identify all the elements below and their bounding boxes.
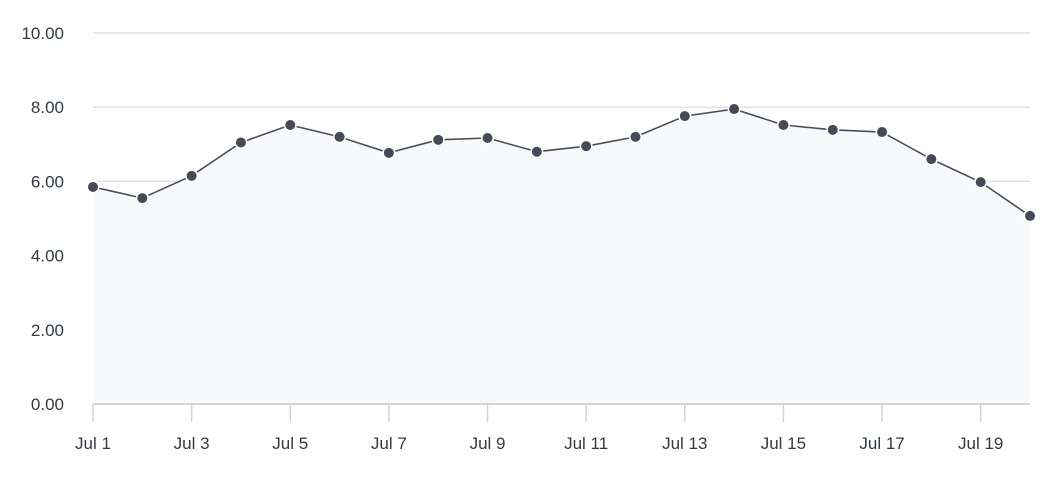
x-axis: Jul 1 Jul 3 Jul 5 Jul 7 Jul 9 Jul 11 Jul 13 Jul… (75, 404, 1003, 453)
data-point[interactable] (285, 120, 296, 131)
data-point[interactable] (235, 137, 246, 148)
x-tick-label: Jul 3 (174, 434, 210, 453)
y-tick-label: 8.00 (31, 98, 64, 117)
y-tick-label: 2.00 (31, 321, 64, 340)
data-line (92, 108, 1031, 217)
data-point[interactable] (137, 193, 148, 204)
data-point[interactable] (482, 132, 493, 143)
data-point[interactable] (729, 104, 740, 115)
area-fill (93, 109, 1030, 405)
data-point[interactable] (334, 131, 345, 142)
data-point[interactable] (433, 134, 444, 145)
y-axis: 0.00 2.00 4.00 6.00 8.00 10.00 (21, 24, 64, 414)
x-tick-label: Jul 13 (662, 434, 707, 453)
data-point[interactable] (827, 124, 838, 135)
y-tick-label: 0.00 (31, 395, 64, 414)
data-point[interactable] (383, 147, 394, 158)
data-point[interactable] (926, 154, 937, 165)
data-point[interactable] (778, 120, 789, 131)
data-point[interactable] (88, 181, 98, 192)
data-point[interactable] (531, 146, 542, 157)
x-tick-label: Jul 9 (470, 434, 506, 453)
x-tick-label: Jul 17 (859, 434, 904, 453)
data-markers (86, 102, 1037, 223)
data-point[interactable] (1025, 210, 1035, 221)
x-tick-label: Jul 15 (761, 434, 806, 453)
x-tick-label: Jul 11 (564, 434, 608, 453)
data-point[interactable] (877, 127, 888, 138)
data-point[interactable] (975, 177, 986, 188)
y-tick-label: 10.00 (21, 24, 64, 43)
x-tick-label: Jul 1 (75, 434, 111, 453)
x-tick-label: Jul 7 (371, 434, 407, 453)
data-point[interactable] (630, 131, 641, 142)
data-point[interactable] (679, 111, 690, 122)
data-point[interactable] (186, 170, 197, 181)
data-point[interactable] (581, 141, 592, 152)
x-tick-label: Jul 5 (272, 434, 308, 453)
y-tick-label: 6.00 (31, 172, 64, 191)
x-tick-label: Jul 19 (958, 434, 1003, 453)
y-tick-label: 4.00 (31, 247, 64, 266)
